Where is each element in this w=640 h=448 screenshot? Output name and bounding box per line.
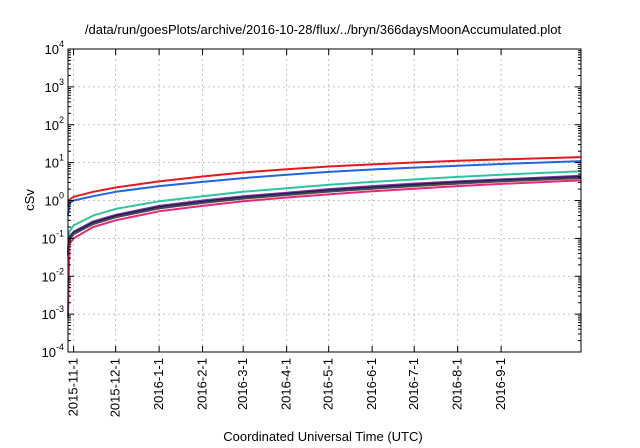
y-tick-label: 10-4 [42, 342, 64, 360]
y-axis-label: cSv [22, 189, 37, 211]
x-tick-label: 2016-5-1 [321, 358, 336, 410]
x-tick-label: 2016-7-1 [406, 358, 421, 410]
x-axis: 2015-11-1 2015-12-1 2016-1-1 2016-2-1 2016-3… [66, 49, 508, 417]
x-tick-label: 2016-9-1 [493, 358, 508, 410]
x-tick-label: 2016-3-1 [235, 358, 250, 410]
x-tick-label: 2016-1-1 [151, 358, 166, 410]
x-tick-label: 2016-8-1 [450, 358, 465, 410]
y-tick-label: 101 [45, 153, 64, 171]
y-tick-label: 102 [45, 115, 64, 133]
series-line-3 [67, 170, 582, 250]
x-tick-label: 2016-6-1 [364, 358, 379, 410]
series-line-2 [67, 160, 582, 216]
x-axis-label: Coordinated Universal Time (UTC) [223, 429, 422, 444]
x-tick-label: 2016-4-1 [279, 358, 294, 410]
series-group [67, 156, 582, 318]
x-tick-label: 2016-2-1 [195, 358, 210, 410]
gridlines [68, 49, 581, 352]
series-line-1 [67, 156, 582, 207]
y-tick-label: 10-1 [42, 228, 64, 246]
y-tick-label: 104 [45, 39, 64, 57]
y-tick-label: 103 [45, 77, 64, 95]
chart-title: /data/run/goesPlots/archive/2016-10-28/f… [85, 22, 562, 37]
y-axis: 10-4 10-3 10-2 10-1 100 101 102 103 104 [42, 39, 581, 360]
y-tick-label: 100 [45, 191, 64, 209]
series-line-4 [67, 174, 582, 250]
series-line-6 [67, 177, 582, 256]
x-tick-label: 2015-11-1 [66, 358, 81, 416]
y-tick-label: 10-3 [42, 304, 64, 322]
series-line-7 [67, 179, 582, 318]
series-line-5 [67, 175, 582, 254]
x-tick-label: 2015-12-1 [108, 358, 123, 417]
y-tick-label: 10-2 [42, 266, 64, 284]
